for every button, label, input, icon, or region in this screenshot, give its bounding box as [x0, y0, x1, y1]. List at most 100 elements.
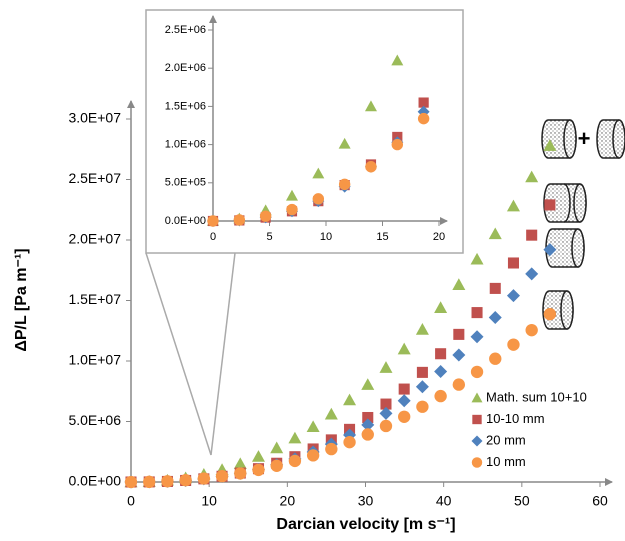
data-point — [380, 398, 392, 410]
data-point — [391, 54, 404, 66]
data-point — [270, 459, 283, 472]
data-point — [379, 406, 393, 420]
data-point — [215, 470, 229, 483]
data-point — [471, 307, 483, 319]
y-tick-label: 1.0E+06 — [165, 139, 206, 151]
data-point — [233, 214, 246, 226]
data-point — [543, 307, 557, 321]
data-point — [525, 170, 539, 183]
data-point — [161, 475, 174, 488]
data-point — [234, 467, 247, 480]
y-tick-label: 1.5E+07 — [68, 291, 121, 307]
y-tick-label: 2.5E+06 — [165, 24, 206, 36]
data-point — [507, 338, 520, 351]
data-point — [397, 342, 411, 355]
x-axis-title: Darcian velocity [m s⁻¹] — [276, 516, 455, 533]
zoom-connector — [210, 252, 236, 456]
y-tick-label: 0.0E+00 — [68, 473, 121, 489]
data-point — [544, 199, 556, 211]
data-point — [338, 137, 351, 149]
legend-box — [467, 386, 612, 474]
data-point — [286, 203, 298, 216]
legend-marker — [472, 414, 482, 425]
data-point — [434, 301, 448, 313]
data-point — [435, 348, 447, 360]
data-point — [338, 178, 351, 191]
data-point — [507, 257, 519, 269]
y-tick-label: 2.0E+07 — [68, 231, 121, 247]
x-tick-label: 60 — [592, 493, 608, 509]
data-point — [324, 407, 338, 420]
data-point — [434, 365, 448, 379]
legend-label: 10 mm — [486, 454, 526, 469]
data-point — [525, 267, 539, 281]
data-point — [452, 278, 466, 290]
data-point — [417, 112, 430, 125]
data-point — [325, 442, 338, 456]
x-tick-label: 0 — [210, 231, 216, 243]
y-tick-label: 1.5E+06 — [165, 100, 206, 112]
data-point — [391, 138, 404, 151]
data-point — [312, 193, 325, 205]
data-point — [398, 410, 411, 423]
data-point — [470, 252, 484, 265]
x-tick-label: 10 — [201, 493, 217, 509]
x-tick-label: 10 — [320, 231, 332, 243]
data-point — [362, 411, 374, 424]
data-point — [415, 323, 429, 335]
data-point — [453, 328, 465, 340]
y-axis-title: ΔP/L [Pa m⁻¹] — [13, 248, 30, 351]
data-point — [306, 449, 320, 462]
y-tick-label: 5.0E+06 — [68, 412, 121, 428]
data-point — [365, 161, 377, 173]
data-point — [197, 472, 211, 485]
data-point — [379, 419, 393, 433]
data-point — [179, 474, 192, 487]
data-point — [543, 139, 557, 151]
x-tick-label: 40 — [436, 493, 452, 509]
legend-label: Math. sum 10+10 — [486, 389, 587, 404]
x-tick-label: 20 — [433, 231, 445, 243]
data-point — [343, 436, 356, 449]
data-point — [288, 454, 302, 468]
data-point — [259, 210, 272, 222]
y-tick-label: 5.0E+05 — [165, 177, 206, 189]
data-point — [379, 361, 393, 373]
data-point — [489, 282, 501, 294]
x-tick-label: 0 — [127, 493, 135, 509]
y-tick-label: 3.0E+07 — [68, 110, 121, 126]
data-point — [488, 310, 502, 324]
legend-marker — [471, 457, 483, 468]
legend-label: 10-10 mm — [486, 411, 545, 426]
data-point — [416, 400, 429, 413]
x-tick-label: 15 — [376, 231, 388, 243]
data-point — [418, 97, 429, 108]
data-point — [506, 199, 520, 212]
data-point — [470, 365, 484, 379]
data-point — [270, 441, 284, 454]
data-point — [251, 450, 265, 462]
data-point — [488, 227, 502, 240]
data-point — [361, 378, 375, 390]
y-tick-label: 2.0E+06 — [165, 62, 206, 74]
data-point — [143, 475, 156, 489]
data-point — [343, 393, 357, 406]
data-point — [397, 394, 411, 408]
data-point — [285, 189, 298, 201]
zoom-connector — [145, 252, 212, 456]
x-tick-label: 5 — [266, 231, 272, 243]
data-point — [543, 243, 557, 257]
data-point — [489, 352, 502, 365]
icon-plus: + — [578, 126, 591, 151]
data-point — [306, 420, 320, 433]
data-point — [252, 463, 265, 477]
y-tick-label: 0.0E+00 — [165, 215, 206, 227]
data-point — [361, 418, 375, 432]
data-point — [452, 348, 466, 362]
y-tick-label: 2.5E+07 — [68, 170, 121, 186]
x-tick-label: 20 — [280, 493, 296, 509]
legend-marker — [471, 435, 483, 447]
legend-marker — [471, 392, 483, 403]
data-point — [361, 428, 374, 441]
